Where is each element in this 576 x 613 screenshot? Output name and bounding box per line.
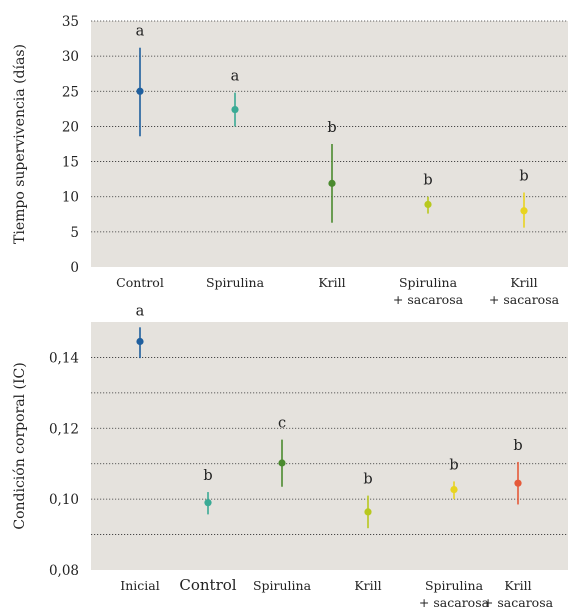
x-category-label: Control: [116, 275, 164, 290]
y-tick-label: 0: [70, 260, 79, 276]
group-letter: a: [231, 69, 240, 85]
y-tick-label: 25: [62, 84, 79, 100]
group-letter: b: [423, 173, 432, 189]
y-tick-label: 20: [62, 119, 79, 135]
x-category-label: Krill: [354, 578, 381, 593]
group-letter: a: [136, 303, 145, 319]
group-letter: b: [327, 120, 336, 136]
mean-point: [364, 508, 372, 516]
y-tick-label: 5: [70, 225, 79, 241]
x-category-label-line2: + sacarosa: [489, 292, 560, 307]
group-letter: c: [278, 416, 286, 432]
mean-point: [328, 179, 336, 187]
mean-point: [514, 479, 522, 487]
y-tick-label: 35: [62, 14, 79, 30]
group-letter: b: [363, 472, 372, 488]
y-tick-label: 0,08: [49, 563, 79, 579]
plot-area-1: [91, 21, 568, 267]
x-category-label: Krill: [318, 275, 345, 290]
mean-point: [136, 337, 144, 346]
y-tick-label: 15: [62, 155, 79, 171]
y-tick-label: 0,10: [49, 492, 79, 508]
y-tick-label: 0,14: [49, 350, 79, 366]
mean-point: [450, 485, 458, 494]
y-axis-label: Condición corporal (IC): [12, 362, 28, 529]
x-category-label-line2: + sacarosa: [393, 292, 464, 307]
mean-point: [231, 105, 239, 114]
x-category-label: Spirulina: [425, 578, 484, 593]
group-letter: b: [519, 168, 528, 184]
y-tick-label: 0,12: [49, 421, 79, 437]
group-letter: b: [513, 438, 522, 454]
y-axis-label: Tiempo supervivencia (días): [12, 44, 28, 244]
x-category-label-line2: + sacarosa: [419, 595, 490, 610]
x-category-label: Control: [179, 576, 236, 594]
y-tick-label: 10: [62, 190, 79, 206]
x-category-label: Spirulina: [253, 578, 312, 593]
group-letter: b: [449, 457, 458, 473]
x-category-label: Krill: [510, 275, 537, 290]
group-letter: b: [203, 468, 212, 484]
mean-point: [204, 499, 212, 507]
mean-point: [278, 459, 286, 467]
x-category-label-line2: + sacarosa: [483, 595, 554, 610]
x-category-label: Krill: [504, 578, 531, 593]
x-category-label: Inicial: [120, 578, 159, 593]
plot-area-2: [91, 322, 568, 570]
x-category-label: Spirulina: [206, 275, 265, 290]
mean-point: [136, 87, 144, 95]
mean-point: [520, 207, 528, 215]
group-letter: a: [136, 24, 145, 40]
y-tick-label: 30: [62, 49, 79, 65]
mean-point: [424, 200, 432, 209]
x-category-label: Spirulina: [399, 275, 458, 290]
